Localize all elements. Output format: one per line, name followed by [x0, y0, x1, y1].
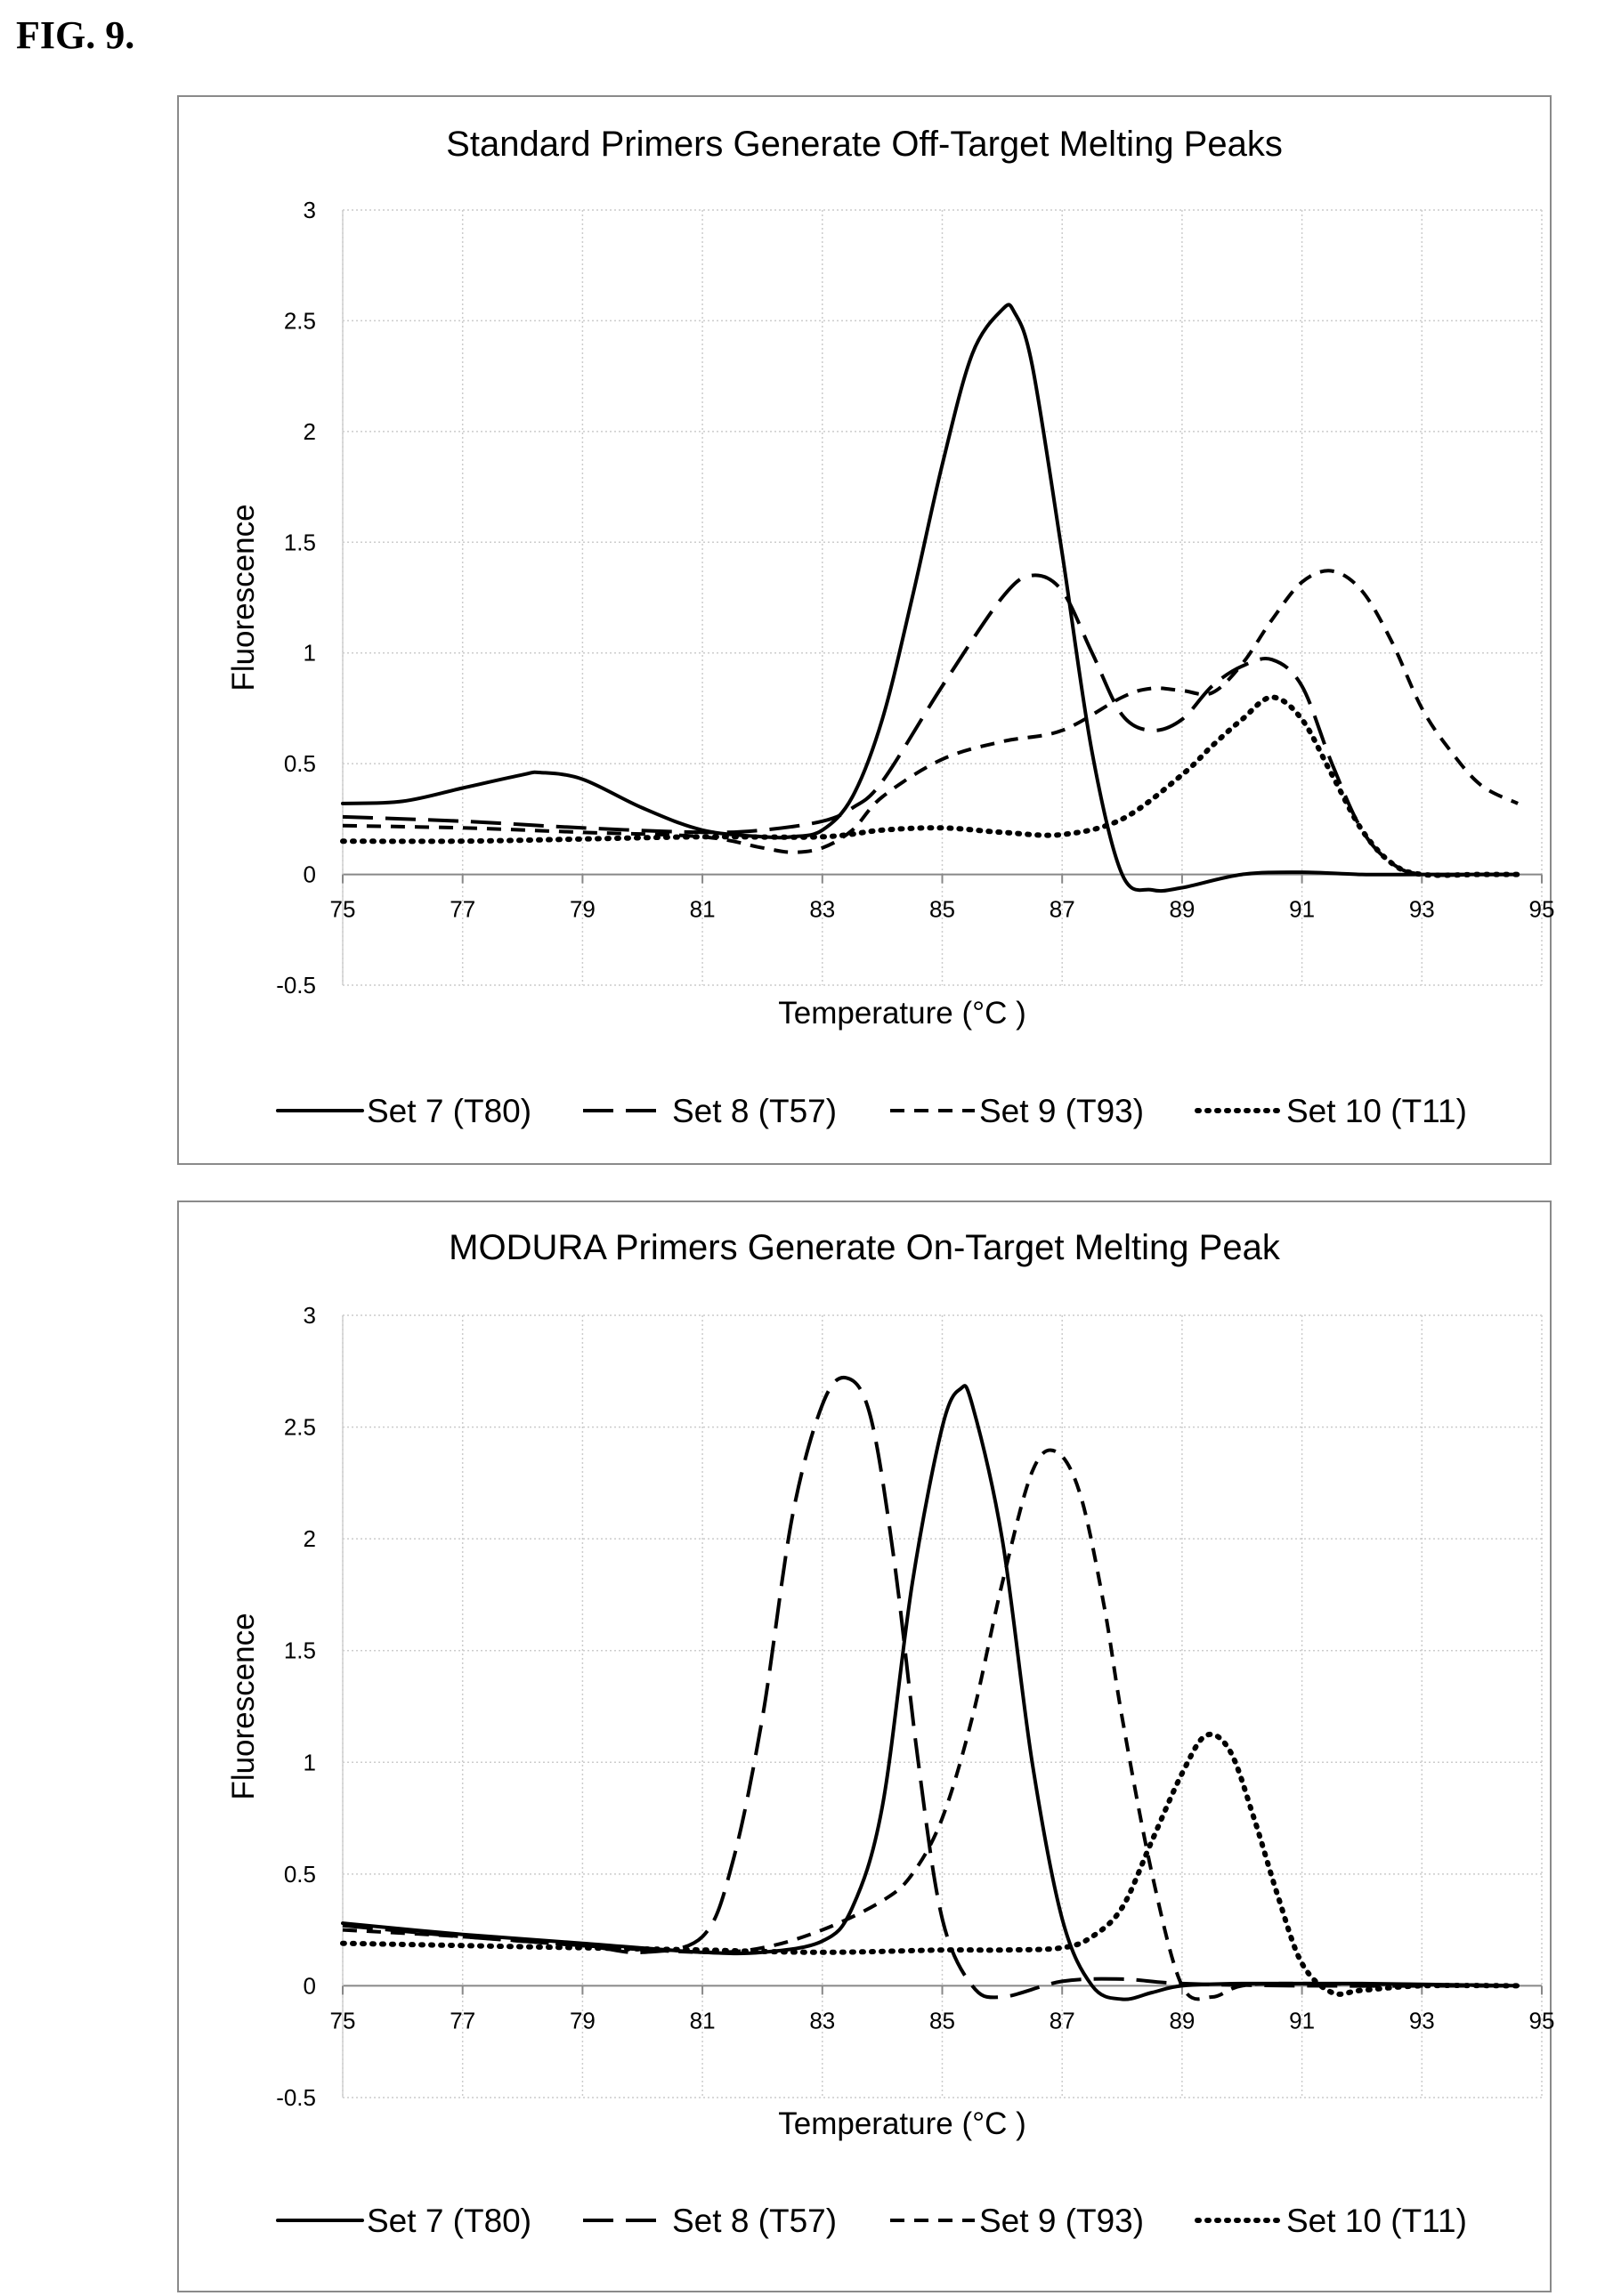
x-tick-label: 75 [330, 2007, 356, 2033]
legend-label-1: Set 7 (T80) [367, 1093, 531, 1129]
legend-label-4: Set 10 (T11) [1286, 2203, 1467, 2239]
y-tick-label: 2 [304, 418, 316, 445]
chart-1: Standard Primers Generate Off-Target Mel… [177, 95, 1555, 1165]
chart-frame [177, 1201, 1552, 2292]
y-tick-label: 3 [304, 197, 316, 223]
y-tick-label: 2 [304, 1525, 316, 1552]
y-tick-label: 0 [304, 1972, 316, 1999]
legend-label-1: Set 7 (T80) [367, 2203, 531, 2239]
chart-title: Standard Primers Generate Off-Target Mel… [446, 125, 1283, 164]
x-tick-label: 77 [450, 2007, 475, 2033]
x-tick-label: 93 [1409, 2007, 1435, 2033]
legend-label-4: Set 10 (T11) [1286, 1093, 1467, 1129]
y-tick-label: 2.5 [284, 307, 316, 334]
series-line-3 [342, 1448, 1519, 2001]
y-axis-label: Fluorescence [226, 1613, 261, 1799]
x-tick-label: 95 [1529, 896, 1555, 923]
series-line-2 [342, 573, 1519, 877]
x-tick-label: 93 [1409, 896, 1435, 923]
figure-label: FIG. 9. [16, 13, 135, 57]
y-tick-label: -0.5 [276, 2084, 316, 2111]
legend-label-2: Set 8 (T57) [672, 2203, 837, 2239]
x-tick-label: 81 [690, 896, 716, 923]
series-line-1 [341, 303, 1520, 893]
y-tick-label: 0.5 [284, 1861, 316, 1888]
chart-2: MODURA Primers Generate On-Target Meltin… [177, 1201, 1555, 2292]
x-tick-label: 87 [1050, 896, 1075, 923]
legend-label-2: Set 8 (T57) [672, 1093, 837, 1129]
y-tick-label: -0.5 [276, 972, 316, 998]
x-tick-label: 89 [1169, 2007, 1195, 2033]
x-tick-label: 77 [450, 896, 475, 923]
series-line-4 [340, 1731, 1521, 1997]
y-tick-label: 0.5 [284, 750, 316, 777]
x-tick-label: 85 [929, 2007, 955, 2033]
x-axis-label: Temperature (°C ) [778, 996, 1026, 1031]
legend-label-3: Set 9 (T93) [979, 2203, 1144, 2239]
x-tick-label: 91 [1289, 896, 1315, 923]
series-line-2 [342, 1375, 1519, 2000]
y-tick-label: 0 [304, 861, 316, 888]
x-tick-label: 81 [690, 2007, 716, 2033]
x-axis-label: Temperature (°C ) [778, 2106, 1026, 2141]
legend-label-3: Set 9 (T93) [979, 1093, 1144, 1129]
y-tick-label: 1 [304, 1749, 316, 1775]
x-tick-label: 79 [570, 2007, 596, 2033]
chart-title: MODURA Primers Generate On-Target Meltin… [449, 1228, 1281, 1267]
y-tick-label: 3 [304, 1302, 316, 1329]
x-tick-label: 85 [929, 896, 955, 923]
series-line-3 [342, 569, 1519, 854]
x-tick-label: 75 [330, 896, 356, 923]
x-tick-label: 83 [809, 2007, 835, 2033]
x-tick-label: 95 [1529, 2007, 1555, 2033]
y-tick-label: 2.5 [284, 1414, 316, 1441]
series-line-1 [341, 1384, 1520, 2001]
y-tick-label: 1.5 [284, 529, 316, 555]
chart-frame [177, 95, 1552, 1165]
x-tick-label: 79 [570, 896, 596, 923]
y-axis-label: Fluorescence [226, 504, 261, 691]
x-tick-label: 87 [1050, 2007, 1075, 2033]
y-tick-label: 1 [304, 640, 316, 667]
series-line-4 [340, 694, 1521, 878]
x-tick-label: 83 [809, 896, 835, 923]
x-tick-label: 91 [1289, 2007, 1315, 2033]
x-tick-label: 89 [1169, 896, 1195, 923]
y-tick-label: 1.5 [284, 1637, 316, 1664]
